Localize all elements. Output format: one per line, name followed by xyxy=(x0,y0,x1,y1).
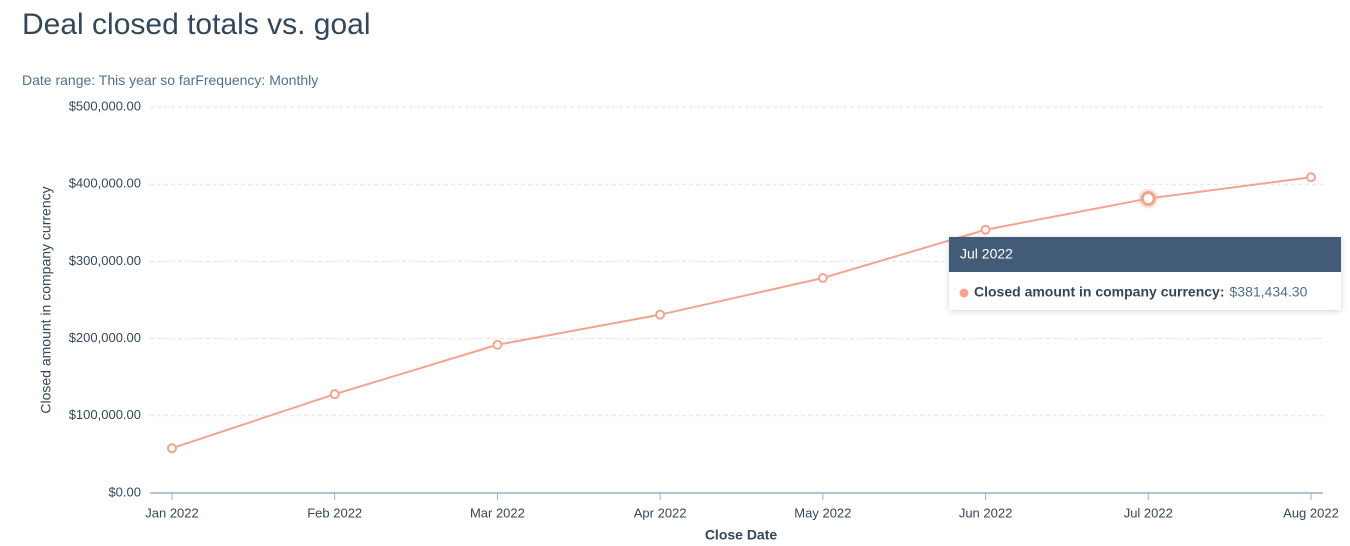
x-tick-label: Jul 2022 xyxy=(1124,505,1173,520)
tooltip-label: Closed amount in company currency: xyxy=(974,284,1225,300)
tooltip-header xyxy=(949,237,1341,272)
tooltip-title: Jul 2022 xyxy=(960,246,1013,262)
y-tick-label: $0.00 xyxy=(108,484,141,499)
tooltip: Jul 2022 Closed amount in company currenc… xyxy=(949,237,1341,310)
line xyxy=(171,176,1312,450)
filter: Frequency: Monthly xyxy=(195,72,318,88)
y-tick-label: $400,000.00 xyxy=(69,176,141,191)
point xyxy=(492,339,503,350)
y-tick-label: $200,000.00 xyxy=(69,330,141,345)
filter: Date range: This year so far xyxy=(22,72,196,88)
point xyxy=(980,224,991,235)
x-tick-label: May 2022 xyxy=(794,505,851,520)
tooltip-dot xyxy=(959,288,969,298)
x-axis-label: Close Date xyxy=(705,527,778,543)
y-tick-label: $300,000.00 xyxy=(69,253,141,268)
point xyxy=(655,309,666,320)
point xyxy=(167,443,177,454)
point xyxy=(329,389,340,400)
point xyxy=(1140,191,1156,207)
y-tick-label: $500,000.00 xyxy=(69,98,141,113)
point xyxy=(1306,172,1316,183)
chart-subtitle: Date range: This year so farFrequency: M… xyxy=(22,72,318,88)
y-axis-label: Closed amount in company currency xyxy=(38,186,54,413)
chart-title: Deal closed totals vs. goal xyxy=(22,8,371,41)
x-tick-label: Aug 2022 xyxy=(1283,505,1339,520)
y-tick-label: $100,000.00 xyxy=(69,407,141,422)
x-tick-label: Feb 2022 xyxy=(307,505,362,520)
x-tick-label: Jan 2022 xyxy=(145,505,199,520)
tooltip-value: $381,434.30 xyxy=(1230,284,1308,300)
x-tick-label: Mar 2022 xyxy=(470,505,525,520)
x-tick-label: Apr 2022 xyxy=(634,505,687,520)
point xyxy=(817,272,828,283)
x-tick-label: Jun 2022 xyxy=(959,505,1013,520)
